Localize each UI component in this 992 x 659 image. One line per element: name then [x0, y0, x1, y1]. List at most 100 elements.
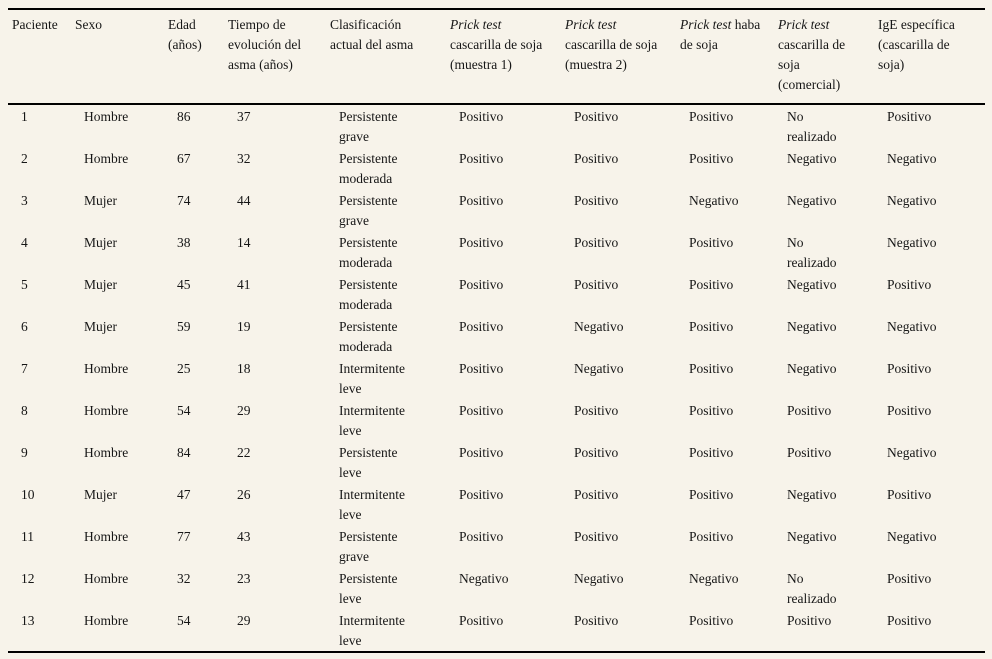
- cell-prick-muestra-1: Positivo: [459, 109, 504, 124]
- cell-edad: 84: [177, 445, 191, 460]
- cell-ige-especifica: Positivo: [887, 403, 932, 418]
- cell-sexo: Hombre: [84, 151, 129, 166]
- cell-prick-haba-soja: Positivo: [689, 151, 734, 166]
- cell-paciente: 12: [21, 571, 35, 586]
- cell-sexo: Mujer: [84, 193, 117, 208]
- cell-paciente: 3: [21, 193, 28, 208]
- cell-sexo: Hombre: [84, 361, 129, 376]
- cell-paciente: 10: [21, 487, 35, 502]
- cell-edad: 38: [177, 235, 191, 250]
- cell-prick-muestra-1: Positivo: [459, 235, 504, 250]
- cell-paciente: 7: [21, 361, 28, 376]
- patients-prick-test-table: Paciente Sexo Edad (años) Tiempo de evol…: [8, 8, 985, 653]
- table-row: 12 Hombre 32 23 Persistente leve Negativo Nega…: [8, 567, 985, 609]
- col-header-tiempo-evolucion: Tiempo de evolución del asma (años): [224, 9, 326, 105]
- cell-clasificacion: Persistente leve: [339, 445, 398, 480]
- col-header-label-italic: Prick test: [778, 17, 830, 32]
- cell-prick-muestra-2: Negativo: [574, 571, 624, 586]
- cell-clasificacion: Persistente moderada: [339, 235, 398, 270]
- col-header-sexo: Sexo: [71, 9, 164, 105]
- cell-prick-muestra-2: Positivo: [574, 193, 619, 208]
- cell-edad: 67: [177, 151, 191, 166]
- cell-edad: 47: [177, 487, 191, 502]
- cell-edad: 59: [177, 319, 191, 334]
- cell-prick-muestra-2: Positivo: [574, 235, 619, 250]
- cell-prick-comercial: No realizado: [787, 235, 837, 270]
- cell-prick-comercial: No realizado: [787, 109, 837, 144]
- cell-sexo: Hombre: [84, 613, 129, 628]
- cell-prick-muestra-1: Negativo: [459, 571, 509, 586]
- cell-edad: 25: [177, 361, 191, 376]
- cell-prick-muestra-2: Positivo: [574, 529, 619, 544]
- cell-prick-comercial: Negativo: [787, 487, 837, 502]
- cell-prick-haba-soja: Positivo: [689, 487, 734, 502]
- col-header-label-italic: Prick test: [565, 17, 617, 32]
- cell-prick-haba-soja: Negativo: [689, 571, 739, 586]
- cell-clasificacion: Persistente moderada: [339, 277, 398, 312]
- cell-paciente: 1: [21, 109, 28, 124]
- cell-prick-muestra-2: Positivo: [574, 403, 619, 418]
- col-header-clasificacion-asma: Clasificación actual del asma: [326, 9, 446, 105]
- cell-prick-muestra-2: Positivo: [574, 151, 619, 166]
- cell-clasificacion: Intermitente leve: [339, 613, 405, 648]
- col-header-prick-comercial: Prick test cascarilla de soja (comercial…: [774, 9, 874, 105]
- cell-prick-muestra-2: Negativo: [574, 319, 624, 334]
- cell-tiempo-evolucion: 19: [237, 319, 251, 334]
- cell-paciente: 5: [21, 277, 28, 292]
- cell-clasificacion: Intermitente leve: [339, 487, 405, 522]
- col-header-paciente: Paciente: [8, 9, 71, 105]
- cell-prick-haba-soja: Positivo: [689, 613, 734, 628]
- cell-tiempo-evolucion: 23: [237, 571, 251, 586]
- cell-clasificacion: Persistente grave: [339, 109, 398, 144]
- cell-tiempo-evolucion: 41: [237, 277, 251, 292]
- cell-tiempo-evolucion: 26: [237, 487, 251, 502]
- cell-ige-especifica: Negativo: [887, 151, 937, 166]
- cell-ige-especifica: Positivo: [887, 613, 932, 628]
- table-row: 11 Hombre 77 43 Persistente grave Positivo Pos…: [8, 525, 985, 567]
- cell-edad: 77: [177, 529, 191, 544]
- col-header-label: cascarilla de soja (comercial): [778, 37, 846, 92]
- cell-sexo: Mujer: [84, 319, 117, 334]
- cell-prick-comercial: Positivo: [787, 613, 832, 628]
- cell-prick-muestra-2: Positivo: [574, 277, 619, 292]
- cell-prick-muestra-1: Positivo: [459, 487, 504, 502]
- cell-clasificacion: Persistente moderada: [339, 151, 398, 186]
- cell-prick-muestra-1: Positivo: [459, 361, 504, 376]
- col-header-label-italic: Prick test: [450, 17, 502, 32]
- cell-prick-comercial: Positivo: [787, 403, 832, 418]
- cell-prick-comercial: Negativo: [787, 193, 837, 208]
- cell-prick-haba-soja: Positivo: [689, 319, 734, 334]
- cell-prick-comercial: Negativo: [787, 151, 837, 166]
- cell-tiempo-evolucion: 22: [237, 445, 251, 460]
- col-header-ige-especifica: IgE específica (cascarilla de soja): [874, 9, 985, 105]
- cell-sexo: Hombre: [84, 529, 129, 544]
- cell-ige-especifica: Positivo: [887, 109, 932, 124]
- cell-clasificacion: Persistente leve: [339, 571, 398, 606]
- cell-clasificacion: Persistente grave: [339, 193, 398, 228]
- col-header-label-italic: Prick test: [680, 17, 732, 32]
- cell-prick-muestra-2: Positivo: [574, 445, 619, 460]
- table-row: 7 Hombre 25 18 Intermitente leve Positivo Nega…: [8, 357, 985, 399]
- col-header-prick-muestra-2: Prick test cascarilla de soja (muestra 2…: [561, 9, 676, 105]
- cell-clasificacion: Persistente grave: [339, 529, 398, 564]
- cell-paciente: 4: [21, 235, 28, 250]
- cell-prick-muestra-2: Positivo: [574, 487, 619, 502]
- table-row: 1 Hombre 86 37 Persistente grave Positivo Posi…: [8, 104, 985, 147]
- cell-prick-muestra-1: Positivo: [459, 529, 504, 544]
- cell-tiempo-evolucion: 29: [237, 403, 251, 418]
- cell-prick-muestra-1: Positivo: [459, 319, 504, 334]
- table-row: 3 Mujer 74 44 Persistente grave Positivo Posit…: [8, 189, 985, 231]
- cell-tiempo-evolucion: 37: [237, 109, 251, 124]
- cell-prick-comercial: Negativo: [787, 529, 837, 544]
- cell-prick-comercial: No realizado: [787, 571, 837, 606]
- cell-sexo: Hombre: [84, 445, 129, 460]
- col-header-label: Edad (años): [168, 17, 202, 52]
- cell-edad: 54: [177, 613, 191, 628]
- table-row: 13 Hombre 54 29 Intermitente leve Positivo Pos…: [8, 609, 985, 652]
- cell-prick-muestra-1: Positivo: [459, 403, 504, 418]
- table-row: 10 Mujer 47 26 Intermitente leve Positivo Posi…: [8, 483, 985, 525]
- cell-prick-haba-soja: Positivo: [689, 445, 734, 460]
- col-header-label: IgE específica (cascarilla de soja): [878, 17, 955, 72]
- cell-ige-especifica: Negativo: [887, 235, 937, 250]
- cell-prick-haba-soja: Positivo: [689, 529, 734, 544]
